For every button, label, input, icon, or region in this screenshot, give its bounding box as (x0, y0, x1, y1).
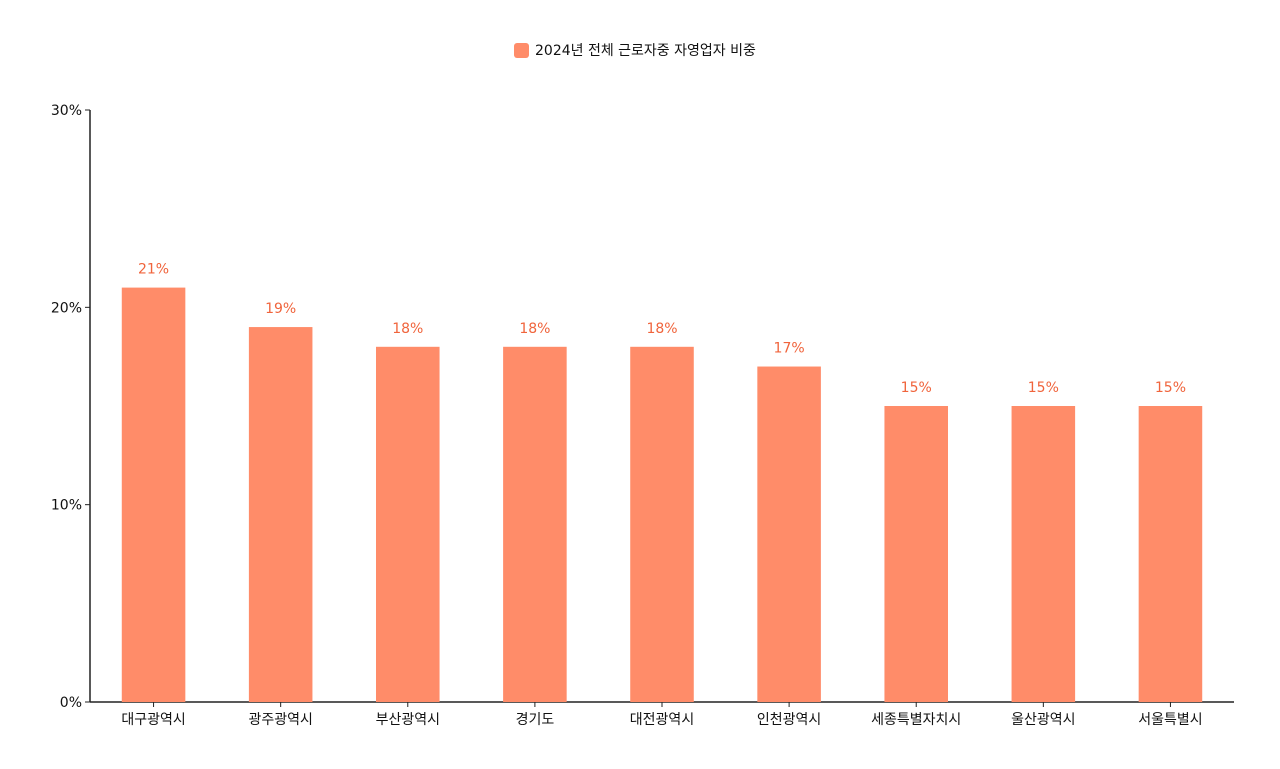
x-tick-label: 대전광역시 (630, 712, 694, 728)
bar[interactable] (1138, 406, 1203, 702)
data-label: 19% (265, 301, 296, 317)
x-tick-label: 대구광역시 (121, 712, 185, 728)
data-label: 15% (1028, 380, 1059, 396)
data-label: 18% (519, 321, 550, 337)
x-tick-label: 광주광역시 (248, 712, 312, 728)
bar[interactable] (884, 406, 948, 702)
data-label: 15% (901, 380, 932, 396)
data-label: 18% (646, 321, 677, 337)
bar[interactable] (757, 366, 821, 702)
y-axis: 0% 10% 20% 30% (51, 103, 91, 711)
x-axis: 대구광역시 광주광역시 부산광역시 경기도 대전광역시 인천광역시 세종특별자치시 울산광역시… (90, 701, 1234, 728)
data-label: 18% (392, 321, 423, 337)
x-tick-label: 울산광역시 (1011, 712, 1075, 728)
x-tick-label: 경기도 (516, 712, 555, 728)
legend-label: 2024년 전체 근로자중 자영업자 비중 (535, 43, 756, 59)
bar[interactable] (121, 287, 186, 702)
x-tick-label: 세종특별자치시 (871, 712, 961, 728)
data-labels: 21% 19% 18% 18% 18% 17% 15% 15% 15% (138, 262, 1186, 396)
data-label: 21% (138, 262, 169, 278)
bar[interactable] (1011, 406, 1076, 702)
y-tick-label: 0% (60, 695, 82, 711)
bar[interactable] (248, 327, 313, 702)
legend[interactable]: 2024년 전체 근로자중 자영업자 비중 (514, 43, 756, 59)
y-tick-label: 10% (51, 498, 82, 514)
bars (121, 287, 1203, 702)
x-tick-label: 부산광역시 (376, 712, 440, 728)
y-tick-label: 30% (51, 103, 82, 119)
bar[interactable] (503, 346, 567, 702)
data-label: 17% (774, 341, 805, 357)
data-label: 15% (1155, 380, 1186, 396)
y-tick-label: 20% (51, 300, 82, 316)
legend-swatch (514, 43, 529, 58)
x-tick-label: 서울특별시 (1138, 712, 1202, 728)
x-tick-label: 인천광역시 (757, 712, 821, 728)
bar[interactable] (376, 346, 440, 702)
bar[interactable] (630, 346, 694, 702)
